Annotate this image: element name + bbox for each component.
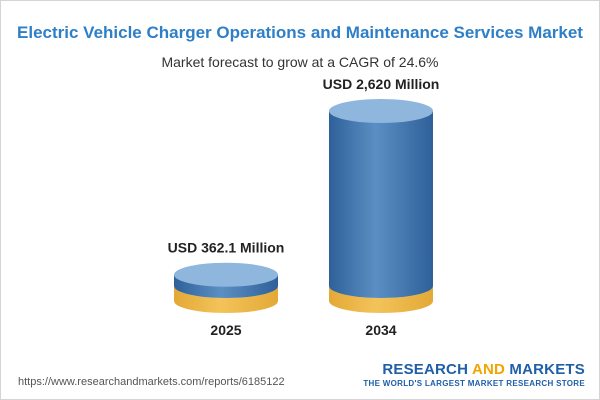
logo-word-and: AND bbox=[471, 361, 506, 378]
bar-chart: USD 362.1 Million 2025 USD 2,620 Million 20… bbox=[168, 76, 440, 338]
category-label-2025: 2025 bbox=[210, 322, 241, 338]
bar-2025 bbox=[174, 262, 278, 313]
logo-word-markets: MARKETS bbox=[509, 361, 585, 378]
research-and-markets-logo: RESEARCH AND MARKETS THE WORLD'S LARGEST… bbox=[363, 361, 585, 388]
bar-body-2034 bbox=[329, 99, 433, 298]
chart-subtitle: Market forecast to grow at a CAGR of 24.… bbox=[161, 54, 439, 70]
value-label-2025: USD 362.1 Million bbox=[168, 240, 285, 256]
source-url[interactable]: https://www.researchandmarkets.com/repor… bbox=[18, 376, 285, 388]
bar-2034 bbox=[329, 99, 433, 313]
category-label-2034: 2034 bbox=[365, 322, 396, 338]
bar-body-2025 bbox=[174, 262, 278, 298]
logo-word-research: RESEARCH bbox=[382, 361, 469, 378]
chart-title: Electric Vehicle Charger Operations and … bbox=[17, 23, 583, 42]
logo-tagline: THE WORLD'S LARGEST MARKET RESEARCH STOR… bbox=[363, 379, 585, 388]
value-label-2034: USD 2,620 Million bbox=[323, 76, 440, 92]
